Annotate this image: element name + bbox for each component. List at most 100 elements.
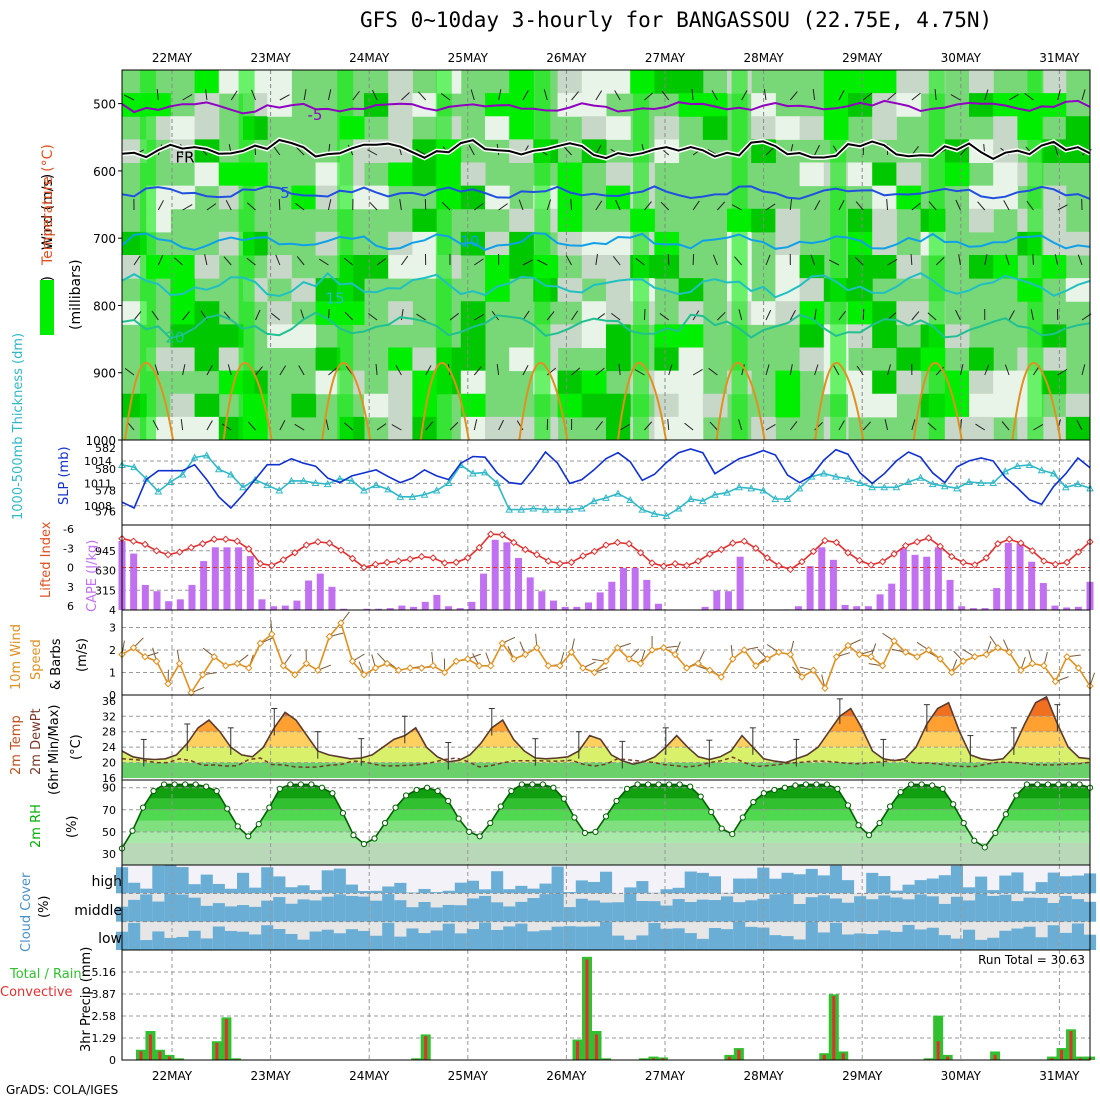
wind-barb bbox=[182, 93, 193, 101]
rh2m-point bbox=[571, 814, 578, 821]
cloud-cell bbox=[491, 902, 504, 922]
wind-barb bbox=[1057, 368, 1068, 376]
rh2m-point bbox=[434, 787, 441, 795]
thickness-point bbox=[698, 497, 707, 505]
lifted-index-point bbox=[590, 547, 599, 556]
ylabel-slp: SLP (mb) bbox=[57, 446, 72, 505]
rh2m-point bbox=[318, 784, 326, 791]
wind-speed-point bbox=[129, 644, 138, 652]
thickness-point bbox=[202, 451, 211, 459]
cloud-cell bbox=[394, 936, 407, 950]
cloud-cell bbox=[672, 899, 685, 922]
rh2m-point bbox=[992, 829, 999, 837]
thickness-point bbox=[977, 478, 985, 487]
precip-convective-bar bbox=[936, 1041, 940, 1060]
wind-barb bbox=[644, 92, 654, 101]
rh2m-point bbox=[360, 840, 368, 848]
wind-barb bbox=[1032, 253, 1034, 266]
wind-barb bbox=[1003, 200, 1010, 211]
wind-barb bbox=[1008, 310, 1015, 321]
lifted-index-point bbox=[198, 540, 207, 548]
rh-tick: 90 bbox=[102, 782, 116, 795]
temp-tick: 20 bbox=[102, 757, 116, 770]
cape-bar bbox=[899, 548, 907, 610]
cloud-cell bbox=[793, 939, 806, 950]
rh-cell bbox=[848, 370, 873, 395]
wind-speed-point bbox=[1040, 662, 1048, 670]
rh-cell bbox=[315, 347, 341, 372]
cape-bar bbox=[981, 608, 989, 610]
rh2m-point bbox=[687, 783, 694, 790]
rh-cell bbox=[896, 255, 922, 279]
rh-column bbox=[534, 70, 551, 440]
ylabel-wind-speed: Speed bbox=[29, 639, 44, 680]
wind-speed-point bbox=[763, 655, 772, 663]
wind-barb bbox=[325, 419, 329, 431]
rh2m-point bbox=[666, 781, 673, 788]
cloud-cell bbox=[926, 896, 939, 922]
lifted-index-point bbox=[291, 549, 299, 557]
cloud-cell bbox=[721, 896, 734, 922]
cloud-cell bbox=[878, 876, 891, 894]
wind-speed-point bbox=[222, 662, 230, 670]
ylabel-thickness: 1000-500mb Thickness (dm) bbox=[11, 333, 26, 520]
wind-barb bbox=[659, 313, 670, 321]
wind-barb bbox=[344, 311, 354, 321]
cloud-cell bbox=[309, 890, 322, 894]
rh-cell bbox=[1041, 208, 1067, 233]
cape-bar bbox=[200, 561, 208, 610]
wind-barb bbox=[614, 90, 621, 101]
thickness-tick: 576 bbox=[95, 506, 116, 519]
rh-cell bbox=[388, 301, 413, 325]
wind-speed-point bbox=[936, 655, 944, 663]
cloud-cell bbox=[249, 887, 262, 894]
rh2m-point bbox=[1055, 781, 1062, 788]
wind-speed-point bbox=[544, 662, 553, 670]
cloud-cell bbox=[600, 902, 613, 922]
lifted-index-point bbox=[510, 538, 518, 547]
lifted-index-point bbox=[1017, 539, 1025, 547]
wind-barb bbox=[272, 145, 281, 156]
thickness-point bbox=[686, 494, 695, 502]
rh2m-point bbox=[276, 785, 283, 792]
wind-barb bbox=[468, 145, 475, 156]
cloud-cell bbox=[200, 938, 213, 950]
cloud-cell bbox=[721, 929, 734, 950]
ylabel-cloud: Cloud Cover bbox=[19, 872, 34, 952]
rh-cell bbox=[557, 185, 583, 210]
rh-cell bbox=[218, 324, 244, 348]
precip-convective-bar bbox=[946, 1056, 950, 1060]
cloud-cell bbox=[406, 928, 419, 950]
wind-barb bbox=[296, 146, 305, 156]
rh2m-point bbox=[644, 781, 652, 788]
cape-bar bbox=[993, 588, 1001, 610]
cloud-cell bbox=[370, 890, 383, 894]
wind-barb bbox=[643, 308, 646, 321]
rh-cell bbox=[702, 93, 728, 117]
wind-barb bbox=[298, 365, 305, 376]
wind-barb bbox=[910, 253, 913, 266]
wind-barb bbox=[833, 365, 840, 376]
cloud-cell bbox=[358, 930, 371, 950]
rh-cell bbox=[872, 70, 897, 94]
wind-speed-point bbox=[371, 664, 380, 672]
wind-barb bbox=[814, 309, 817, 321]
cloud-cell bbox=[442, 923, 455, 950]
rh-cell bbox=[678, 301, 704, 325]
wind-barb bbox=[223, 256, 232, 266]
precip-total-bar bbox=[230, 1058, 241, 1060]
rh-cell bbox=[872, 116, 897, 140]
cape-bar bbox=[911, 554, 919, 610]
cape-bar bbox=[573, 606, 581, 610]
rh-cell bbox=[896, 370, 922, 395]
wind-speed-point bbox=[175, 659, 184, 668]
wind-barb bbox=[206, 420, 213, 431]
surface-contour bbox=[617, 362, 667, 441]
cloud-cell bbox=[503, 906, 516, 922]
rh2m-point bbox=[960, 819, 967, 827]
isotherm-line bbox=[121, 231, 1091, 252]
rh-cell bbox=[799, 324, 825, 348]
rh2m-point bbox=[160, 781, 168, 788]
ylabel-wind-units: (m/s) bbox=[75, 638, 90, 672]
wind-speed-point bbox=[694, 659, 702, 668]
